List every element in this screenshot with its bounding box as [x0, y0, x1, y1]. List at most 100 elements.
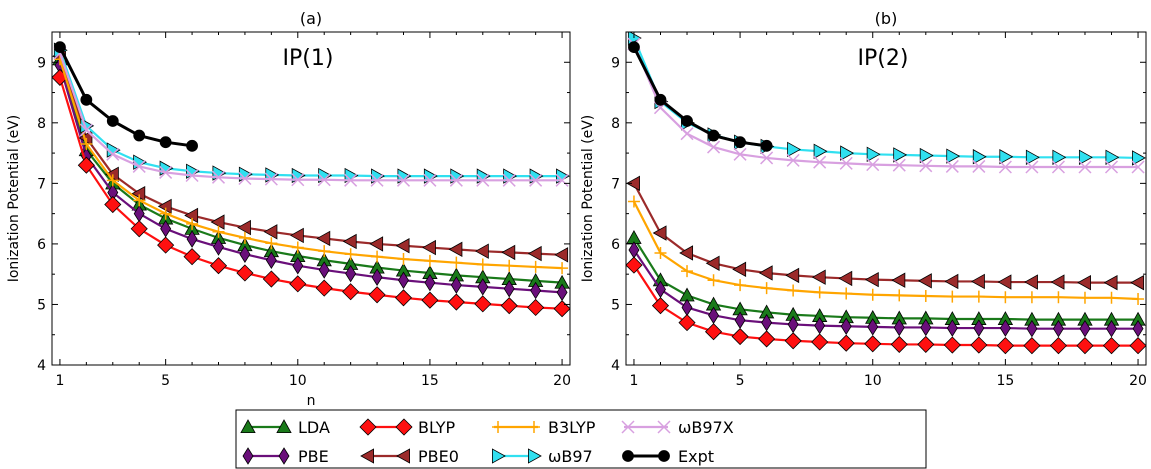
data-point	[186, 230, 198, 248]
legend-marker	[528, 448, 542, 464]
y-tick-label: 8	[611, 116, 620, 132]
y-tick-label: 6	[611, 237, 620, 253]
legend-entry-pbe: PBE	[242, 447, 329, 466]
data-point	[838, 270, 853, 287]
data-point	[529, 260, 542, 273]
legend-marker	[278, 447, 290, 465]
data-point	[474, 243, 489, 259]
data-point	[679, 245, 694, 261]
y-tick-label: 7	[611, 176, 620, 192]
data-point	[398, 271, 409, 289]
data-point	[342, 283, 360, 301]
data-point	[784, 332, 802, 350]
data-point	[292, 256, 304, 275]
data-point	[732, 261, 747, 278]
data-point	[1024, 274, 1038, 290]
data-point	[787, 141, 801, 158]
data-point	[1078, 291, 1091, 304]
data-point	[972, 290, 985, 303]
data-point	[999, 291, 1012, 304]
data-point	[371, 268, 383, 286]
data-point	[704, 323, 723, 341]
data-point	[342, 233, 357, 250]
data-point	[1077, 274, 1091, 291]
data-point	[503, 279, 515, 298]
plot-area	[52, 41, 570, 318]
data-point	[654, 246, 667, 259]
data-point	[813, 143, 828, 159]
data-point	[919, 159, 933, 173]
data-point	[104, 195, 122, 214]
series-b97x-line	[627, 37, 1145, 174]
data-point	[707, 274, 720, 287]
data-point	[106, 174, 119, 187]
data-point	[1076, 337, 1094, 355]
data-point	[423, 173, 437, 187]
series-b3lyp-line	[53, 53, 569, 275]
data-point	[369, 236, 384, 252]
data-point	[1129, 337, 1146, 355]
data-point	[530, 281, 542, 300]
data-point	[681, 265, 694, 278]
data-point	[1052, 149, 1067, 166]
data-point	[318, 261, 330, 279]
data-point	[866, 146, 881, 162]
data-point	[239, 245, 251, 263]
data-point	[209, 257, 228, 275]
data-point	[1078, 160, 1092, 174]
panel-annotation: IP(2)	[858, 46, 909, 71]
data-point	[811, 333, 829, 351]
series-pbe-line	[628, 241, 1144, 338]
data-point	[1026, 319, 1038, 338]
data-point	[866, 158, 880, 172]
data-point	[185, 168, 199, 183]
data-point	[917, 273, 932, 289]
data-point	[318, 245, 331, 258]
data-point	[891, 272, 906, 288]
data-point	[424, 273, 436, 292]
y-tick-label: 9	[37, 55, 46, 71]
data-point	[159, 207, 172, 220]
series-line	[632, 43, 1139, 169]
series-pbe0-line	[52, 48, 569, 263]
series-expt-line	[628, 41, 773, 152]
data-point	[946, 148, 961, 164]
data-point	[500, 297, 518, 315]
panel-annotation: IP(1)	[283, 46, 334, 71]
panel-title: (a)	[300, 9, 322, 28]
legend-label: Expt	[678, 447, 714, 466]
y-tick-label: 9	[611, 55, 620, 71]
data-point	[787, 284, 800, 297]
data-point	[211, 170, 226, 184]
data-point	[946, 290, 959, 303]
data-point	[758, 330, 776, 348]
data-point	[627, 195, 640, 208]
data-point	[555, 173, 569, 187]
data-point	[920, 318, 932, 337]
data-point	[864, 271, 879, 288]
data-point	[839, 156, 853, 170]
data-point	[371, 250, 384, 263]
legend-entry-blyp: BLYP	[359, 418, 456, 437]
data-point	[106, 115, 119, 127]
data-point	[79, 123, 93, 137]
legend-entry-expt: Expt	[622, 447, 714, 466]
data-point	[370, 173, 384, 187]
data-point	[553, 300, 570, 318]
x-tick-label: 5	[736, 373, 745, 389]
data-point	[1106, 319, 1117, 338]
data-point	[943, 336, 961, 354]
data-point	[554, 247, 569, 263]
data-point	[973, 319, 985, 337]
axes-frame	[51, 31, 571, 366]
data-point	[80, 93, 93, 106]
data-point	[626, 256, 643, 274]
data-point	[395, 238, 410, 254]
data-point	[971, 273, 985, 290]
data-point	[970, 336, 988, 354]
data-point	[238, 231, 251, 244]
series-line	[58, 52, 563, 182]
data-point	[527, 245, 542, 262]
data-point	[864, 335, 882, 353]
legend-entry-b97: ωB97	[491, 447, 593, 466]
